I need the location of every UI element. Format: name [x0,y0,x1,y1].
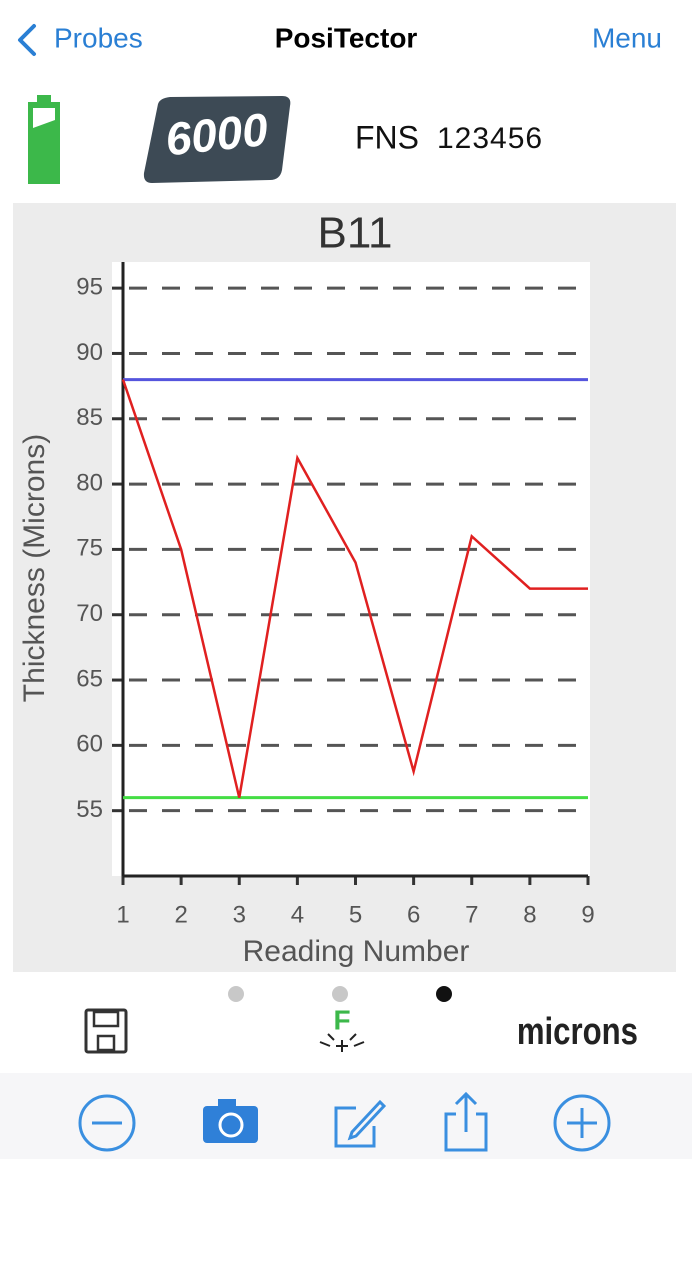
save-label [92,1010,120,1028]
serial-number: 123456 [437,122,543,155]
x-tick-label: 6 [407,901,420,928]
data-line [121,379,588,798]
x-tick-label: 5 [349,901,362,928]
battery-tip [37,95,51,103]
back-chevron[interactable] [18,24,36,56]
y-tick-label: 60 [76,731,103,758]
x-axis-label: Reading Number [243,935,470,968]
save-shutter [96,1034,116,1052]
y-tick-label: 55 [76,796,103,823]
y-tick-label: 75 [76,535,103,562]
units-label: microns [517,1011,638,1053]
y-tick-label: 85 [76,404,103,431]
menu-button[interactable]: Menu [592,22,662,53]
x-tick-label: 3 [233,901,246,928]
x-tick-label: 4 [291,901,304,928]
nav-title: PosiTector [275,22,418,53]
x-tick-label: 8 [523,901,536,928]
y-tick-label: 80 [76,469,103,496]
y-axis-label: Thickness (Microns) [18,434,51,702]
x-tick-label: 9 [581,901,594,928]
chart: B11 55 60 65 70 75 80 85 90 95 1 2 3 4 5 6 7 8 9 Reading Nu… [18,209,595,968]
y-tick-label: 65 [76,665,103,692]
flash-icon-label[interactable]: F [333,1004,350,1035]
x-tick-label: 2 [174,901,187,928]
share-button[interactable] [444,1091,488,1152]
x-tick-label: 1 [116,901,129,928]
logo-badge [143,96,291,183]
camera-button[interactable] [203,1099,258,1143]
save-body [84,1008,128,1054]
probe-type: FNS [355,119,419,155]
back-button[interactable]: Probes [54,22,143,53]
page-dot-active[interactable] [436,986,452,1002]
plus-button[interactable] [553,1094,611,1152]
toolbar-icons [78,1091,611,1152]
y-tick-label: 70 [76,600,103,627]
edit-button[interactable] [334,1099,387,1148]
logo-text: 6000 [163,103,271,165]
x-tick-label: 7 [465,901,478,928]
page-dot[interactable] [332,986,348,1002]
y-tick-label: 90 [76,339,103,366]
battery-shine [33,108,55,128]
page-dot[interactable] [228,986,244,1002]
plot-area [112,262,590,876]
minus-button[interactable] [78,1094,136,1152]
flash-icon-rays [319,1033,365,1052]
chart-title: B11 [317,209,392,258]
y-tick-label: 95 [76,273,103,300]
save-icon[interactable] [84,1008,128,1054]
